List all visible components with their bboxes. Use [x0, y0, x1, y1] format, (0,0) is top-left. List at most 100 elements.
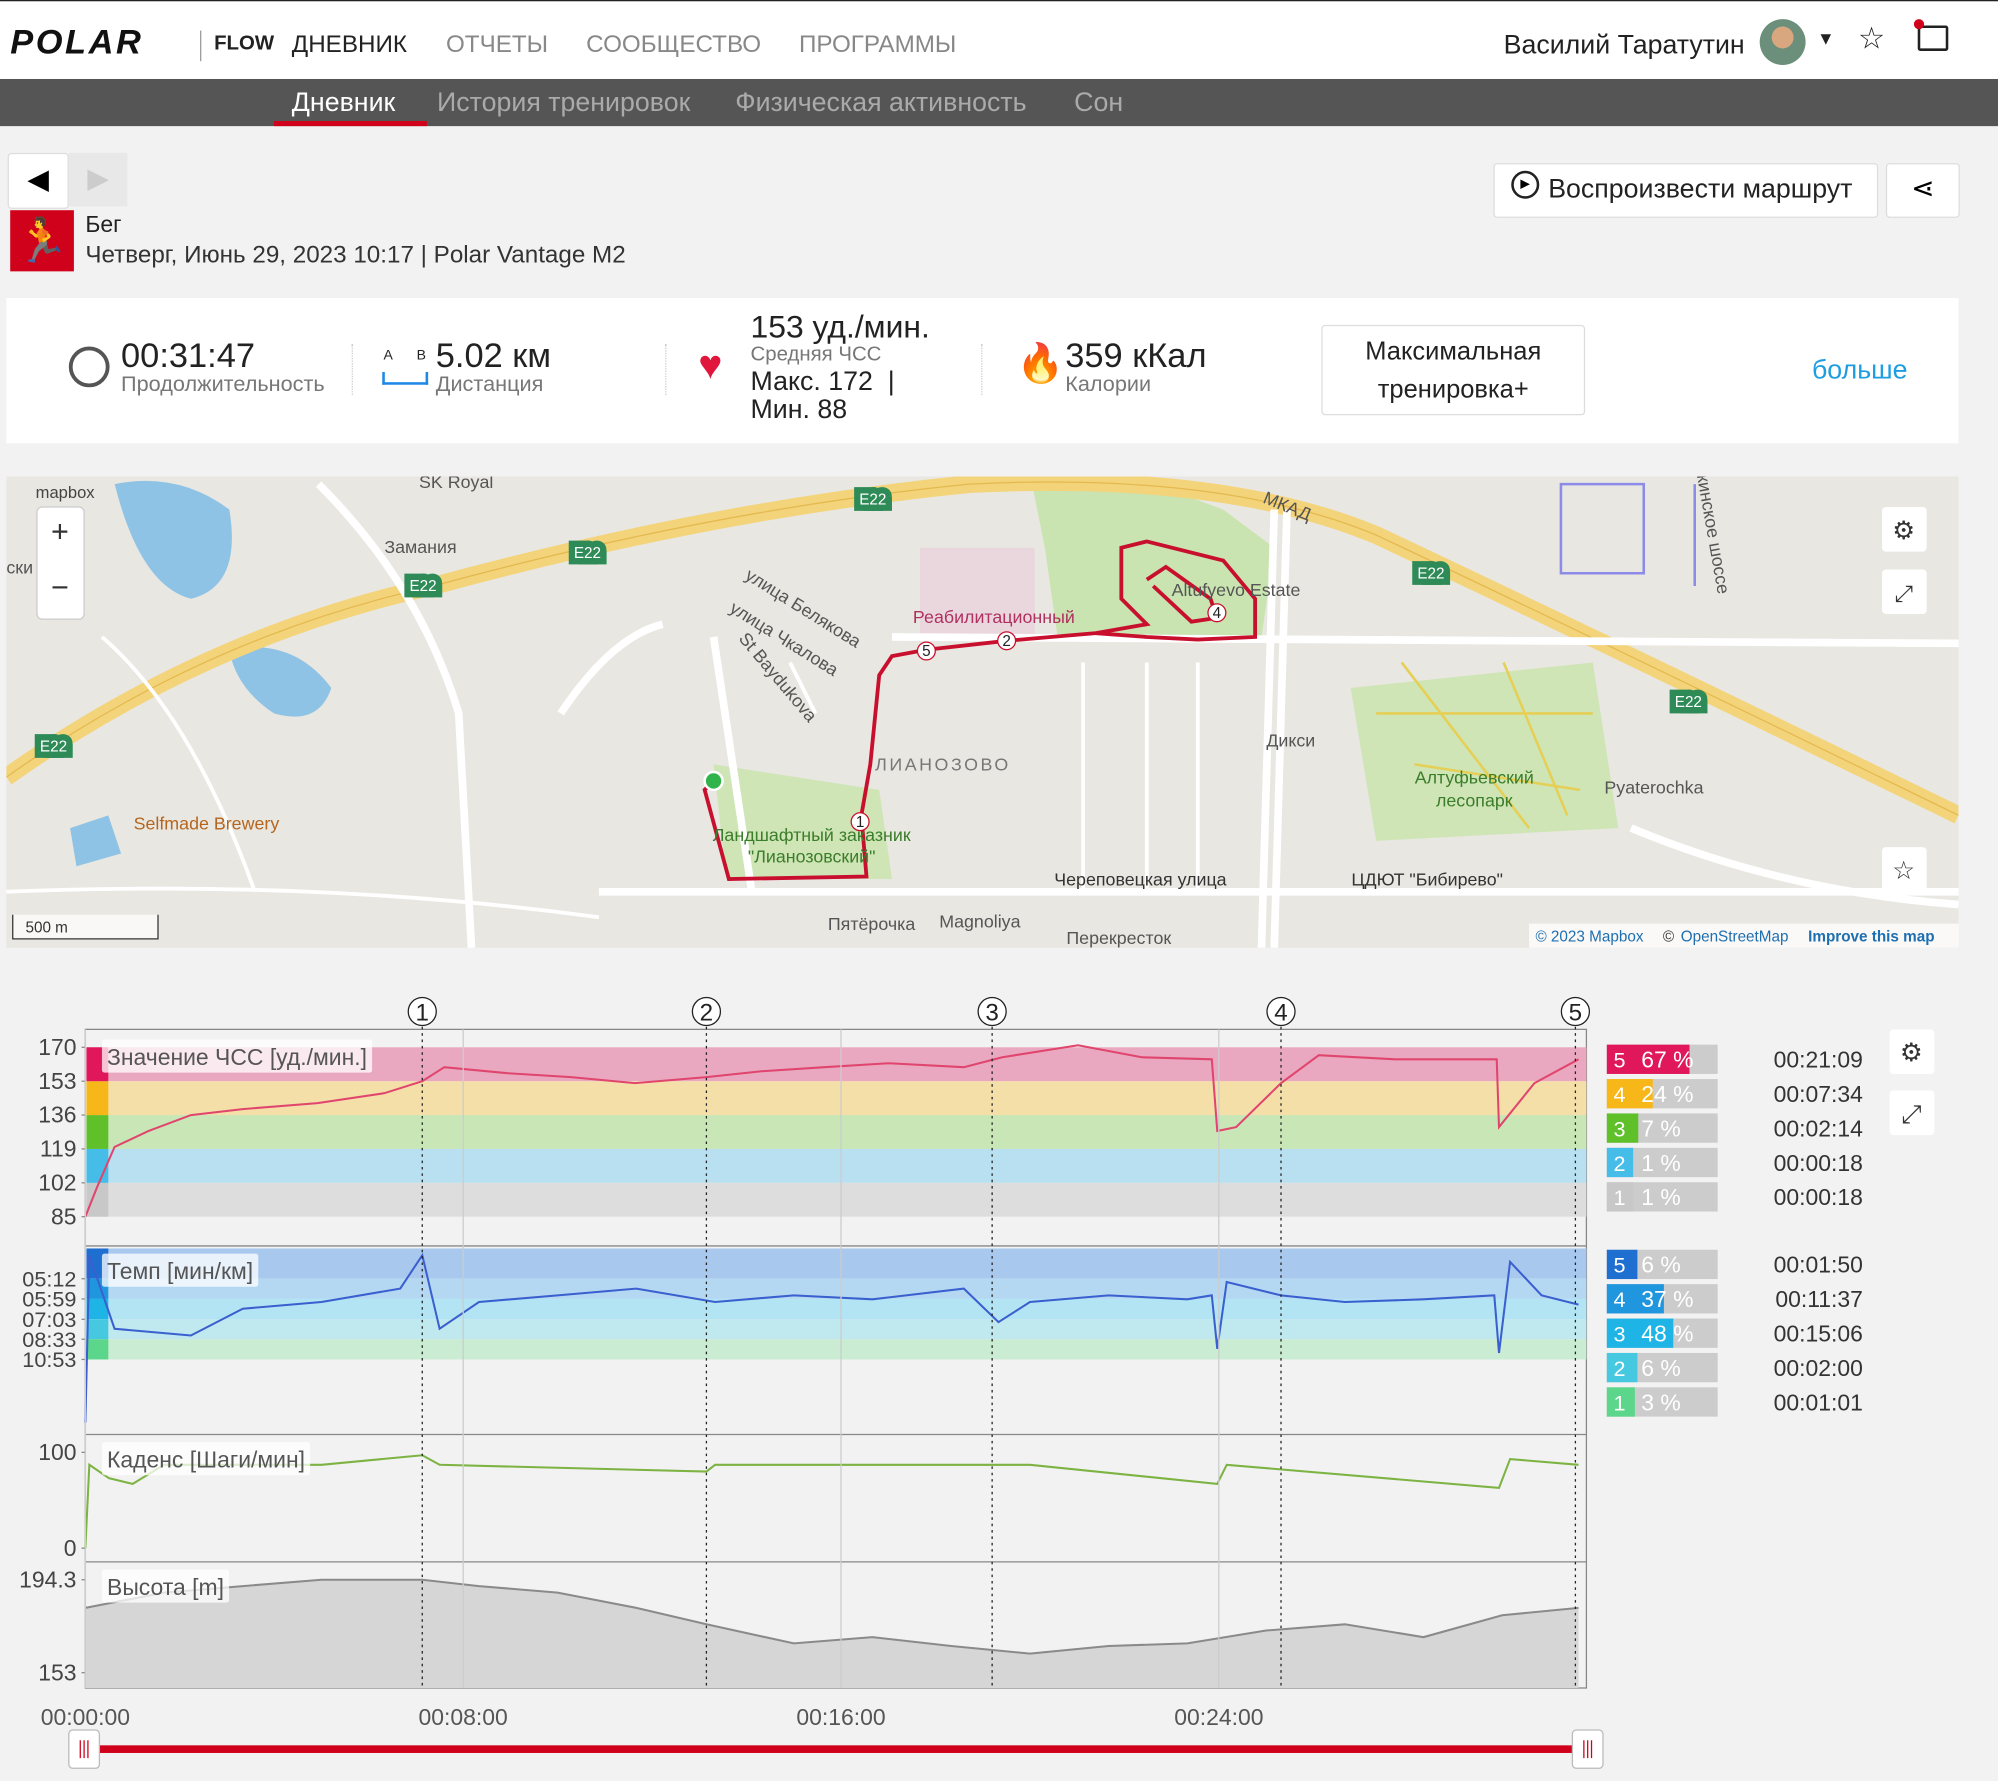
panel-title: Значение ЧСС [уд./мин.] [107, 1044, 367, 1070]
divider [200, 30, 202, 62]
duration-value: 00:31:47 [121, 336, 255, 375]
map-label: Замания [384, 537, 456, 557]
lap-marker[interactable] [850, 812, 870, 832]
map-label: лесопарк [1436, 790, 1513, 810]
y-tick-label: 08:33 [22, 1327, 76, 1352]
messages-icon[interactable] [1917, 25, 1949, 51]
training-benefit[interactable]: Максимальная тренировка+ [1321, 324, 1586, 416]
activity-details: Четверг, Июнь 29, 2023 10:17 | Polar Van… [85, 242, 626, 269]
data-line [84, 1044, 1580, 1218]
zone-strip [86, 1148, 109, 1183]
attribution-bg [1529, 923, 1959, 948]
dropdown-arrow[interactable]: ▼ [1817, 28, 1835, 49]
route-markers: 1 2 4 5 [850, 603, 1227, 832]
replay-button[interactable] [1493, 163, 1879, 218]
altitude-area [85, 1579, 1579, 1688]
map-favorite[interactable] [1882, 847, 1927, 892]
hr-avg-label: Средняя ЧСС [750, 343, 882, 366]
nav-tab[interactable]: ПРОГРАММЫ [798, 31, 957, 59]
water [229, 647, 332, 717]
zone-legend-fill [1606, 1044, 1690, 1074]
hr-max: Макс. 172 | [750, 366, 895, 397]
y-tick-label: 0 [64, 1535, 77, 1561]
avatar[interactable] [1759, 19, 1806, 65]
park [1032, 481, 1275, 637]
sub-tab[interactable]: Физическая активность [735, 87, 1027, 118]
user-name[interactable]: Василий Таратутин [1503, 30, 1745, 60]
duration-label: Продолжительность [121, 371, 325, 397]
nav-tab[interactable]: СООБЩЕСТВО [586, 31, 762, 59]
sport-icon: 🏃 [10, 210, 74, 272]
lap-badge [977, 996, 1007, 1027]
zoom-in[interactable]: + [51, 514, 69, 548]
map[interactable]: mapbox SK Royal Замания E22 E22 E22 E22 … [6, 476, 1959, 948]
chart-control[interactable] [1889, 1090, 1935, 1136]
zone-band [85, 1339, 1587, 1360]
nav-tab[interactable]: ОТЧЕТЫ [445, 31, 549, 59]
zone-percent: 6 % [1641, 1355, 1681, 1381]
map-label: Ландшафтный заказник [713, 825, 911, 845]
brand-logo[interactable]: POLAR [10, 22, 144, 62]
lap-marker[interactable] [997, 631, 1017, 651]
gear-icon: ⚙ [1892, 517, 1915, 545]
map-settings[interactable] [1882, 507, 1927, 552]
map-label: ЦДЮТ "Бибирево" [1351, 869, 1503, 889]
hospital-area [919, 547, 1035, 637]
nav-tab[interactable]: ДНЕВНИК [291, 31, 407, 59]
next-button[interactable]: ▶ [68, 152, 128, 207]
lap-label: 5 [1569, 999, 1582, 1026]
favorites-icon[interactable]: ☆ [1857, 21, 1886, 57]
zoom-out[interactable]: − [51, 570, 69, 604]
map-label: Перекресток [1066, 928, 1171, 948]
notification-dot [1913, 19, 1925, 30]
prev-button[interactable]: ◀ [7, 152, 69, 209]
y-tick-label: 119 [40, 1136, 77, 1162]
zone-percent: 67 % [1641, 1047, 1693, 1073]
lap-marker-label: 2 [1002, 633, 1011, 650]
attribution[interactable]: OpenStreetMap [1681, 928, 1789, 945]
attribution[interactable]: © 2023 Mapbox [1535, 928, 1643, 945]
zone-time: 00:02:14 [1774, 1115, 1863, 1141]
more-link[interactable]: больше [1811, 355, 1908, 385]
panel-title: Высота [m] [107, 1574, 224, 1600]
map-fullscreen[interactable] [1882, 569, 1927, 615]
zone-number: 4 [1614, 1082, 1626, 1107]
zone-number: 5 [1614, 1253, 1626, 1278]
y-tick-label: 136 [38, 1102, 76, 1128]
zone-band [85, 1248, 1587, 1279]
sub-tab[interactable]: Дневник [291, 87, 396, 118]
share-button[interactable]: ⋖ [1885, 163, 1960, 218]
map-label: SK Royal [419, 476, 493, 491]
lap-marker[interactable] [916, 641, 936, 661]
attribution[interactable]: Improve this map [1808, 928, 1934, 945]
zone-number: 1 [1614, 1390, 1626, 1415]
lap-marker-label: 5 [922, 643, 931, 660]
water [114, 480, 232, 599]
heart-icon: ♥ [698, 341, 723, 388]
start-marker[interactable] [703, 770, 724, 792]
zone-number: 3 [1614, 1321, 1626, 1346]
zone-number: 2 [1614, 1151, 1626, 1176]
chart-control[interactable] [1889, 1029, 1935, 1074]
active-indicator [273, 121, 427, 127]
map-label: Череповецкая улица [1054, 869, 1226, 889]
zone-percent: 37 % [1641, 1286, 1693, 1312]
sport-name: Бег [85, 211, 122, 237]
zone-time: 00:15:06 [1774, 1320, 1863, 1346]
highway-edge [6, 481, 1959, 816]
zone-number: 1 [1614, 1185, 1626, 1210]
zone-percent: 24 % [1641, 1081, 1693, 1107]
sub-tab[interactable]: История тренировок [437, 87, 691, 118]
zone-percent: 1 % [1641, 1184, 1681, 1210]
zone-number: 5 [1614, 1048, 1626, 1073]
zone-percent: 1 % [1641, 1150, 1681, 1176]
lap-marker[interactable] [1207, 603, 1227, 623]
replay-label[interactable]: Воспроизвести маршрут [1548, 174, 1853, 204]
zone-legend-fill [1606, 1182, 1634, 1212]
y-tick-label: 153 [38, 1659, 76, 1685]
zone-number: 3 [1614, 1116, 1626, 1141]
zone-strip [86, 1081, 109, 1116]
sub-tab[interactable]: Сон [1074, 87, 1124, 118]
zone-time: 00:02:00 [1774, 1355, 1863, 1381]
scale-bar [12, 914, 159, 940]
